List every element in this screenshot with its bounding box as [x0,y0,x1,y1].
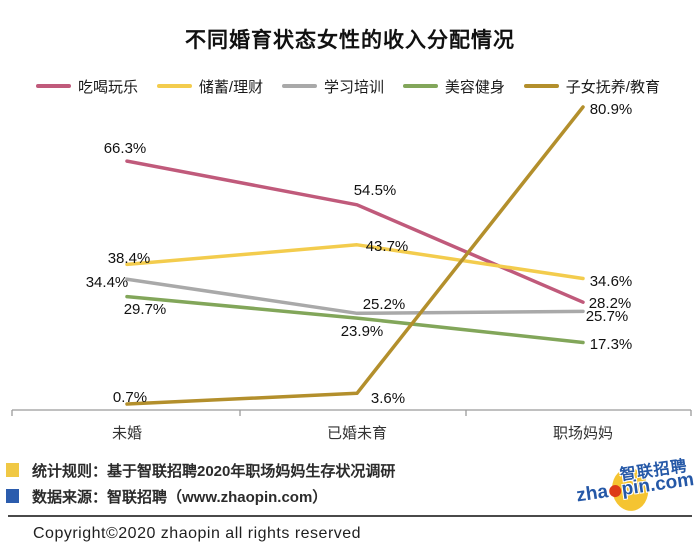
blue-square-marker [6,489,19,503]
note-stat-rule-text: 统计规则：基于智联招聘2020年职场妈妈生存状况调研 [32,462,396,480]
legend-item-0: 吃喝玩乐 [36,76,138,97]
value-label-series1-pt2: 34.6% [590,273,633,290]
series-line-0 [125,159,585,304]
value-label-series3-pt1: 23.9% [341,323,384,340]
note-data-source-text: 数据来源：智联招聘（www.zhaopin.com） [32,488,328,506]
value-label-series2-pt2: 25.7% [586,308,629,325]
value-label-series3-pt2: 17.3% [590,336,633,353]
legend-item-3: 美容健身 [402,76,505,97]
x-axis-label-1: 已婚未育 [327,425,387,442]
value-label-series4-pt1: 3.6% [371,390,405,407]
value-label-series2-pt0: 34.4% [86,274,129,291]
x-axis-label-0: 未婚 [112,425,142,442]
legend-swatch-1 [156,84,192,88]
legend-label-2: 学习培训 [323,78,384,96]
value-label-series2-pt1: 25.2% [363,296,406,313]
value-label-series3-pt0: 29.7% [124,301,167,318]
series-line-2 [125,277,585,316]
legend-item-4: 子女抚养/教育 [523,76,660,97]
series-line-4 [125,105,585,406]
logo-domain-part1: zha [575,481,610,507]
series-line-3 [125,294,585,345]
x-axis-label-2: 职场妈妈 [553,425,613,442]
value-label-series1-pt1: 43.7% [366,238,409,255]
value-label-series4-pt2: 80.9% [590,101,633,118]
yellow-square-marker [6,463,19,477]
footer-divider [8,515,692,517]
note-stat-rule: 统计规则：基于智联招聘2020年职场妈妈生存状况调研 [6,462,396,480]
logo-red-dot [608,484,622,498]
value-label-series0-pt1: 54.5% [354,182,397,199]
footer-notes: 统计规则：基于智联招聘2020年职场妈妈生存状况调研 数据来源：智联招聘（www… [6,462,395,514]
legend-label-3: 美容健身 [444,78,505,96]
value-label-series0-pt2: 28.2% [589,295,632,312]
chart-title: 不同婚育状态女性的收入分配情况 [185,29,515,52]
legend-swatch-0 [36,84,71,88]
copyright-text: Copyright©2020 zhaopin all rights reserv… [33,525,362,542]
series-line-1 [125,243,585,281]
legend-swatch-4 [523,84,559,88]
line-chart: 未婚 已婚未育 职场妈妈 66.3% 54.5% 28.2% 38.4% 43.7% 34.6%… [11,101,692,442]
value-label-series1-pt0: 38.4% [108,250,151,267]
note-data-source: 数据来源：智联招聘（www.zhaopin.com） [6,488,395,506]
legend-swatch-2 [281,84,317,88]
chart-legend: 吃喝玩乐 储蓄/理财 学习培训 美容健身 子女抚养/教育 [36,76,660,96]
legend-swatch-3 [402,84,438,88]
legend-label-4: 子女抚养/教育 [565,78,660,96]
legend-label-1: 储蓄/理财 [198,78,264,96]
value-label-series0-pt0: 66.3% [104,140,147,157]
legend-item-2: 学习培训 [281,76,384,97]
legend-item-1: 储蓄/理财 [156,76,264,97]
value-label-series4-pt0: 0.7% [113,389,147,406]
legend-label-0: 吃喝玩乐 [78,78,139,96]
